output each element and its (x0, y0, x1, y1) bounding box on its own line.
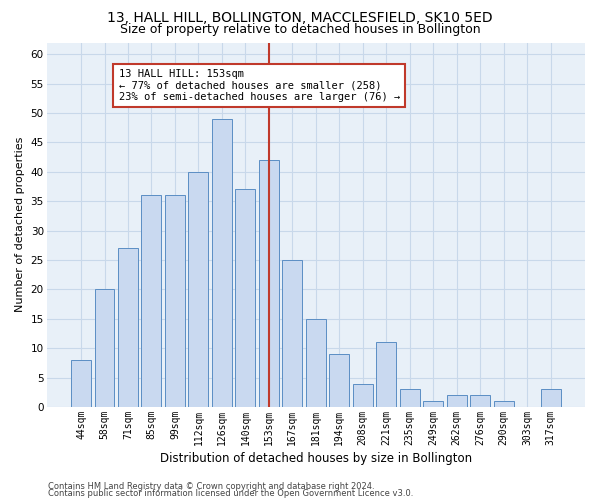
Bar (400, 390, 419, 407)
Bar (212, 119, 232, 407)
Bar (446, 396, 467, 407)
Bar (470, 396, 490, 407)
Bar (306, 319, 326, 407)
Bar (353, 384, 373, 407)
Bar (235, 190, 256, 407)
Bar (142, 196, 161, 407)
Y-axis label: Number of detached properties: Number of detached properties (15, 137, 25, 312)
Bar (283, 260, 302, 407)
Bar (118, 248, 138, 407)
Bar (329, 354, 349, 407)
Text: 13 HALL HILL: 153sqm
← 77% of detached houses are smaller (258)
23% of semi-deta: 13 HALL HILL: 153sqm ← 77% of detached h… (119, 69, 400, 102)
Text: Contains public sector information licensed under the Open Government Licence v3: Contains public sector information licen… (48, 489, 413, 498)
Bar (541, 390, 560, 407)
X-axis label: Distribution of detached houses by size in Bollington: Distribution of detached houses by size … (160, 452, 472, 465)
Bar (494, 401, 514, 407)
Bar (259, 160, 279, 407)
Bar (165, 196, 185, 407)
Bar (423, 401, 443, 407)
Bar (188, 172, 208, 407)
Bar (376, 342, 396, 407)
Text: Contains HM Land Registry data © Crown copyright and database right 2024.: Contains HM Land Registry data © Crown c… (48, 482, 374, 491)
Bar (95, 290, 115, 407)
Text: 13, HALL HILL, BOLLINGTON, MACCLESFIELD, SK10 5ED: 13, HALL HILL, BOLLINGTON, MACCLESFIELD,… (107, 12, 493, 26)
Bar (71, 360, 91, 407)
Text: Size of property relative to detached houses in Bollington: Size of property relative to detached ho… (119, 22, 481, 36)
